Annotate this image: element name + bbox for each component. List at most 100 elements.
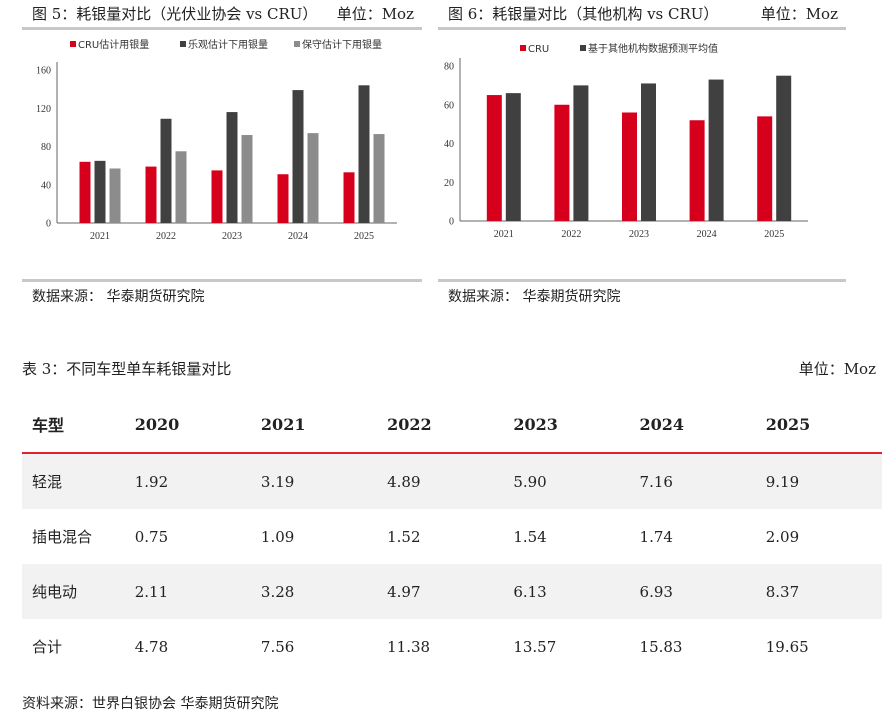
table-cell: 2.09 bbox=[765, 527, 800, 546]
y-tick-label: 60 bbox=[444, 100, 454, 111]
y-tick-label: 80 bbox=[41, 142, 51, 153]
table-cell: 3.19 bbox=[260, 472, 295, 491]
x-tick-label: 2021 bbox=[90, 231, 110, 242]
header-2025: 2025 bbox=[765, 414, 811, 434]
y-tick-label: 20 bbox=[444, 178, 454, 189]
figure-5: 图 5：耗银量对比（光伏业协会 vs CRU） 单位：Moz CRU估计用银量 乐… bbox=[22, 0, 422, 305]
legend-label-0: CRU估计用银量 bbox=[78, 38, 149, 51]
figure-6-source: 数据来源： 华泰期货研究院 bbox=[448, 289, 621, 305]
table-cell: 2.11 bbox=[134, 582, 169, 601]
figure-6-title: 图 6：耗银量对比（其他机构 vs CRU） bbox=[448, 5, 719, 23]
bar-2022-series-1 bbox=[160, 118, 172, 223]
figure-6-bottom-rule bbox=[438, 279, 846, 282]
header-2023: 2023 bbox=[513, 414, 558, 434]
bar-2023-series-1 bbox=[226, 112, 238, 223]
bar-2022-series-0 bbox=[554, 104, 570, 221]
table-3-source: 资料来源：世界白银协会 华泰期货研究院 bbox=[22, 696, 279, 712]
bar-2023-series-0 bbox=[622, 112, 637, 221]
vehicle-silver-table: 车型 2020 2021 2022 2023 2024 2025 轻混 1.92… bbox=[22, 396, 882, 674]
x-tick-label: 2023 bbox=[629, 229, 649, 240]
x-tick-label: 2024 bbox=[288, 231, 308, 242]
y-tick-label: 40 bbox=[41, 180, 51, 191]
header-2020: 2020 bbox=[134, 414, 180, 434]
table-cell: 4.89 bbox=[387, 472, 421, 491]
table-cell: 11.38 bbox=[387, 637, 431, 656]
x-tick-label: 2024 bbox=[697, 229, 717, 240]
table-cell: 合计 bbox=[32, 638, 63, 656]
bar-2021-series-0 bbox=[79, 161, 91, 223]
table-cell: 插电混合 bbox=[32, 528, 93, 546]
table-cell: 1.74 bbox=[639, 527, 673, 546]
bar-2021-series-0 bbox=[486, 95, 502, 221]
figure-5-unit: 单位：Moz bbox=[336, 5, 414, 23]
bar-2021-series-2 bbox=[109, 168, 121, 223]
bar-2025-series-2 bbox=[373, 134, 385, 223]
figure-6-header: 图 6：耗银量对比（其他机构 vs CRU） 单位：Moz bbox=[438, 0, 846, 27]
table-cell: 6.13 bbox=[513, 582, 547, 601]
table-cell: 纯电动 bbox=[32, 583, 78, 601]
bar-2024-series-0 bbox=[277, 174, 289, 223]
y-tick-label: 160 bbox=[36, 66, 51, 77]
table-row: 插电混合 0.75 1.09 1.52 1.54 1.74 2.09 bbox=[22, 509, 882, 564]
figure-5-top-rule bbox=[22, 27, 422, 30]
table-cell: 1.52 bbox=[387, 527, 421, 546]
table-3-unit: 单位：Moz bbox=[798, 360, 876, 378]
table-cell: 1.92 bbox=[134, 472, 169, 491]
table-cell: 0.75 bbox=[134, 527, 169, 546]
table-cell: 13.57 bbox=[513, 637, 557, 656]
x-tick-label: 2022 bbox=[156, 231, 176, 242]
table-row: 轻混 1.92 3.19 4.89 5.90 7.16 9.19 bbox=[22, 453, 882, 509]
y-tick-label: 80 bbox=[444, 62, 454, 73]
y-tick-label: 0 bbox=[449, 217, 454, 228]
table-header-row: 车型 2020 2021 2022 2023 2024 2025 bbox=[22, 396, 882, 453]
bar-2023-series-2 bbox=[241, 135, 253, 223]
y-tick-label: 0 bbox=[46, 219, 51, 230]
table-cell: 轻混 bbox=[32, 473, 63, 491]
table-cell: 9.19 bbox=[765, 472, 800, 491]
y-tick-label: 120 bbox=[36, 104, 51, 115]
legend-swatch-1 bbox=[580, 45, 586, 51]
legend-swatch-1 bbox=[180, 41, 186, 47]
legend-swatch-2 bbox=[294, 41, 300, 47]
figure-5-header: 图 5：耗银量对比（光伏业协会 vs CRU） 单位：Moz bbox=[22, 0, 422, 27]
header-2022: 2022 bbox=[387, 414, 432, 434]
table-row: 合计 4.78 7.56 11.38 13.57 15.83 19.65 bbox=[22, 619, 882, 674]
bar-2025-series-0 bbox=[343, 172, 355, 223]
figure-5-source: 数据来源： 华泰期货研究院 bbox=[32, 289, 205, 305]
x-tick-label: 2025 bbox=[764, 229, 784, 240]
table-row: 纯电动 2.11 3.28 4.97 6.13 6.93 8.37 bbox=[22, 564, 882, 619]
bar-2024-series-1 bbox=[708, 79, 724, 221]
legend-label-0: CRU bbox=[528, 44, 549, 55]
figure-6: 图 6：耗银量对比（其他机构 vs CRU） 单位：Moz CRU 基于其他机构数… bbox=[438, 0, 846, 305]
table-3-header: 表 3：不同车型单车耗银量对比 单位：Moz bbox=[22, 358, 876, 379]
table-cell: 19.65 bbox=[765, 637, 809, 656]
table-cell: 5.90 bbox=[513, 472, 547, 491]
table-cell: 4.78 bbox=[134, 637, 169, 656]
figure-6-unit: 单位：Moz bbox=[760, 5, 838, 23]
x-tick-label: 2025 bbox=[354, 231, 374, 242]
legend-swatch-0 bbox=[520, 45, 526, 51]
bar-2025-series-1 bbox=[358, 85, 370, 223]
figure-5-bar-chart: CRU估计用银量 乐观估计下用银量 保守估计下用银量 0 40 80 120 160 2021 2… bbox=[36, 38, 397, 242]
bar-2021-series-1 bbox=[505, 93, 521, 221]
figure-5-bottom-rule bbox=[22, 279, 422, 282]
figure-6-bar-chart: CRU 基于其他机构数据预测平均值 0 20 40 60 80 2021 2022 2023 202… bbox=[444, 42, 808, 240]
header-2021: 2021 bbox=[260, 414, 306, 434]
bar-2025-series-0 bbox=[757, 116, 773, 221]
figure-6-top-rule bbox=[438, 27, 846, 30]
header-vehicle-type: 车型 bbox=[32, 416, 65, 435]
legend-label-1: 基于其他机构数据预测平均值 bbox=[588, 42, 718, 55]
table-3-title: 表 3：不同车型单车耗银量对比 bbox=[22, 360, 232, 378]
header-2024: 2024 bbox=[639, 414, 685, 434]
bar-2022-series-0 bbox=[145, 166, 157, 223]
table-cell: 1.54 bbox=[513, 527, 547, 546]
legend-label-1: 乐观估计下用银量 bbox=[188, 38, 268, 51]
table-cell: 6.93 bbox=[639, 582, 673, 601]
bar-2025-series-1 bbox=[776, 75, 792, 221]
table-cell: 8.37 bbox=[765, 582, 800, 601]
legend-label-2: 保守估计下用银量 bbox=[302, 38, 382, 51]
bar-2024-series-1 bbox=[292, 90, 304, 223]
table-cell: 4.97 bbox=[387, 582, 421, 601]
bar-2022-series-1 bbox=[573, 85, 589, 221]
table-cell: 7.16 bbox=[639, 472, 673, 491]
